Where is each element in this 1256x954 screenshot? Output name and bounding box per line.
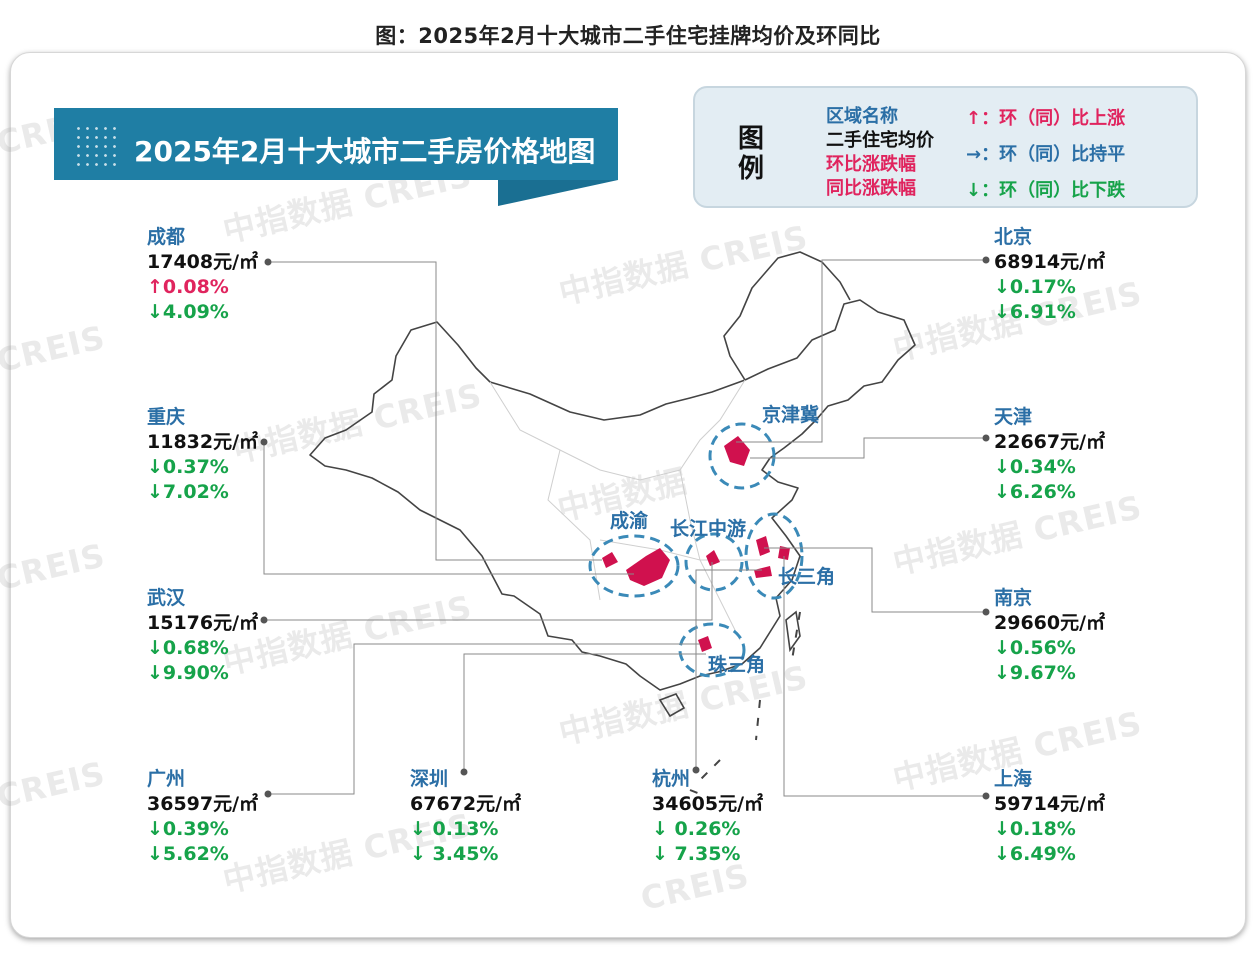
city-price: 67672元/㎡ xyxy=(410,793,522,815)
hainan-island xyxy=(658,693,686,718)
city-mom: ↓0.37% xyxy=(147,456,229,478)
city-mom: ↓0.68% xyxy=(147,637,229,659)
city-price: 59714元/㎡ xyxy=(994,793,1106,815)
city-mom: ↓0.56% xyxy=(994,637,1076,659)
city-mom: ↓ 0.26% xyxy=(652,818,741,840)
province-borders xyxy=(489,379,760,641)
legend-region: 区域名称 xyxy=(826,106,898,127)
leader-wuhan xyxy=(264,562,713,621)
city-yoy: ↓ 7.35% xyxy=(652,843,741,865)
banner-fold xyxy=(498,180,618,206)
region-zhusanjiao xyxy=(678,622,746,678)
leader-chengdu xyxy=(268,261,602,561)
city-nanjing: 南京 29660元/㎡ ↓0.56% ↓9.67% xyxy=(994,586,1105,686)
city-mom: ↑0.08% xyxy=(147,276,229,298)
legend-mom: 环比涨跌幅 xyxy=(826,154,916,175)
northeast-lobe xyxy=(723,251,851,381)
city-name: 北京 xyxy=(994,226,1033,248)
leader-guangzhou xyxy=(268,643,700,795)
city-name: 重庆 xyxy=(147,406,186,428)
city-name: 上海 xyxy=(994,768,1033,790)
city-yoy: ↓6.49% xyxy=(994,843,1076,865)
leader-chongqing xyxy=(263,442,634,575)
legend-price: 二手住宅均价 xyxy=(826,130,934,151)
title-banner xyxy=(54,108,618,180)
city-yoy: ↓4.09% xyxy=(147,301,229,323)
region-label-zhusanjiao: 珠三角 xyxy=(708,654,766,676)
legend-down: ↓：环（同）比下跌 xyxy=(966,180,1126,201)
region-label-chengyu: 成渝 xyxy=(610,510,649,532)
city-mom: ↓ 0.13% xyxy=(410,818,499,840)
china-outline xyxy=(309,299,916,691)
leader-hangzhou xyxy=(695,569,762,770)
city-name: 深圳 xyxy=(410,768,449,790)
city-yoy: ↓6.26% xyxy=(994,481,1076,503)
legend-box xyxy=(693,86,1198,208)
legend-up: ↑：环（同）比上涨 xyxy=(966,108,1126,129)
city-mom: ↓0.17% xyxy=(994,276,1076,298)
region-label-changjiang: 长江中游 xyxy=(670,518,747,540)
city-yoy: ↓6.91% xyxy=(994,301,1076,323)
leader-beijing xyxy=(736,259,986,443)
city-name: 南京 xyxy=(994,587,1033,609)
city-mom: ↓0.39% xyxy=(147,818,229,840)
city-name: 天津 xyxy=(994,406,1033,428)
city-shenzhen: 深圳 67672元/㎡ ↓ 0.13% ↓ 3.45% xyxy=(410,767,521,867)
city-name: 成都 xyxy=(147,226,186,248)
city-price: 68914元/㎡ xyxy=(994,251,1106,273)
region-label-jingjinji: 京津冀 xyxy=(762,404,820,426)
region-changjiang-zhongyou xyxy=(684,532,744,592)
region-label-changsanjiao: 长三角 xyxy=(778,566,836,588)
legend-flat: →：环（同）比持平 xyxy=(966,144,1126,165)
leader-shenzhen xyxy=(463,653,706,772)
taiwan-island xyxy=(785,610,801,653)
city-hangzhou: 杭州 34605元/㎡ ↓ 0.26% ↓ 7.35% xyxy=(652,767,763,867)
city-name: 广州 xyxy=(147,768,186,790)
region-chengyu xyxy=(588,534,680,598)
figure-caption: 图：2025年2月十大城市二手住宅挂牌均价及环同比 xyxy=(375,24,881,48)
map-title: 2025年2月十大城市二手房价格地图 xyxy=(134,135,596,168)
city-price: 29660元/㎡ xyxy=(994,612,1106,634)
legend-yoy: 同比涨跌幅 xyxy=(826,178,916,199)
city-price: 34605元/㎡ xyxy=(652,793,764,815)
city-price: 15176元/㎡ xyxy=(147,612,259,634)
city-price: 11832元/㎡ xyxy=(147,431,259,453)
city-yoy: ↓9.67% xyxy=(994,662,1076,684)
city-mom: ↓0.34% xyxy=(994,456,1076,478)
leader-shanghai xyxy=(783,556,986,797)
city-shanghai: 上海 59714元/㎡ ↓0.18% ↓6.49% xyxy=(994,767,1105,867)
city-beijing: 北京 68914元/㎡ ↓0.17% ↓6.91% xyxy=(994,225,1105,325)
legend-heading-top: 图 xyxy=(738,124,765,154)
dot-grid-icon xyxy=(74,124,122,168)
city-wuhan: 武汉 15176元/㎡ ↓0.68% ↓9.90% xyxy=(147,586,258,686)
city-yoy: ↓ 3.45% xyxy=(410,843,499,865)
city-yoy: ↓7.02% xyxy=(147,481,229,503)
city-name: 杭州 xyxy=(652,768,691,790)
city-guangzhou: 广州 36597元/㎡ ↓0.39% ↓5.62% xyxy=(147,767,258,867)
legend-heading-bottom: 例 xyxy=(738,154,765,184)
city-yoy: ↓5.62% xyxy=(147,843,229,865)
region-jingjinji xyxy=(708,422,776,490)
city-name: 武汉 xyxy=(147,587,186,609)
city-price: 36597元/㎡ xyxy=(147,793,259,815)
sea-boundary xyxy=(689,611,801,799)
region-changsanjiao xyxy=(744,512,804,600)
city-price: 17408元/㎡ xyxy=(147,251,259,273)
city-yoy: ↓9.90% xyxy=(147,662,229,684)
leader-nanjing xyxy=(764,547,986,613)
city-chongqing: 重庆 11832元/㎡ ↓0.37% ↓7.02% xyxy=(147,405,258,505)
leader-tianjin xyxy=(750,437,986,459)
city-mom: ↓0.18% xyxy=(994,818,1076,840)
city-chengdu: 成都 17408元/㎡ ↑0.08% ↓4.09% xyxy=(147,225,258,325)
city-price: 22667元/㎡ xyxy=(994,431,1106,453)
city-tianjin: 天津 22667元/㎡ ↓0.34% ↓6.26% xyxy=(994,405,1105,505)
